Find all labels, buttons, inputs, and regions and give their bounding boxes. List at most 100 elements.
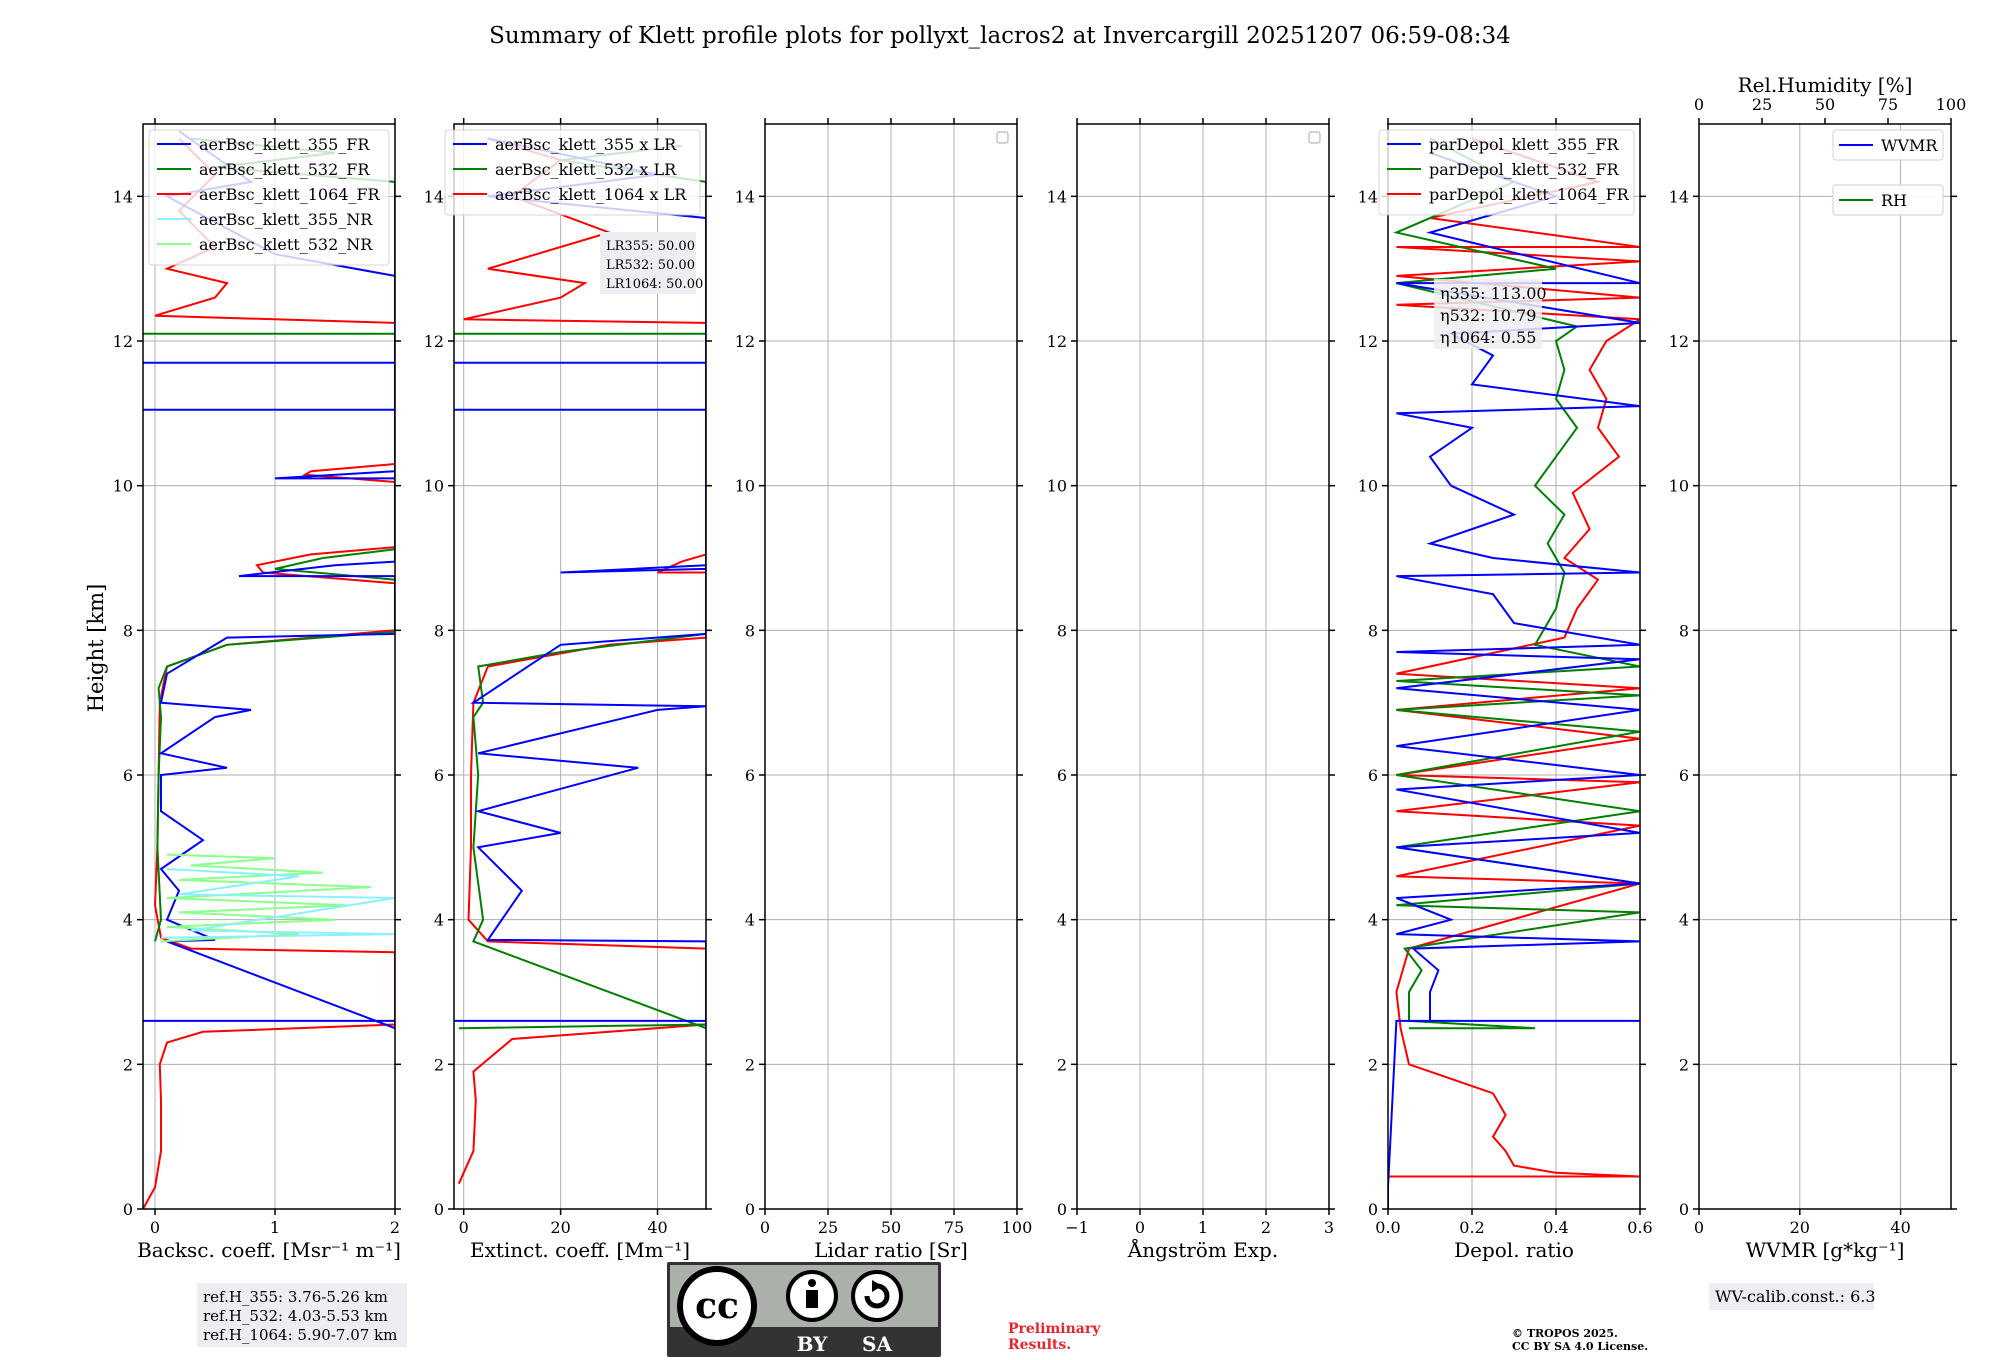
legend-entry-aerBsc_klett_1064_FR: aerBsc_klett_1064_FR	[199, 185, 381, 204]
y-tick-label: 6	[123, 766, 133, 785]
preliminary-line-2: Results.	[1008, 1337, 1071, 1353]
series-line-aerBsc_klett_355_FR	[143, 130, 395, 1030]
x-tick-label: 0	[459, 1218, 469, 1237]
x-tick-label: −1	[1065, 1218, 1089, 1237]
chart-title: Summary of Klett profile plots for polly…	[489, 23, 1511, 49]
y-tick-label: 10	[1669, 477, 1689, 496]
y-tick-label: 10	[1358, 477, 1378, 496]
top-x-tick-label: 100	[1936, 95, 1967, 114]
y-tick-label: 14	[424, 187, 444, 206]
x-tick-label: 100	[1002, 1218, 1033, 1237]
y-tick-label: 2	[123, 1055, 133, 1074]
y-tick-label: 12	[1047, 332, 1067, 351]
y-tick-label: 12	[735, 332, 755, 351]
y-tick-label: 2	[1368, 1055, 1378, 1074]
legend-entry-aerBsc_klett_532_NR: aerBsc_klett_532_NR	[199, 235, 373, 254]
series-line-aerBsc_klett_1064 x LR	[457, 137, 706, 1185]
x-axis-label: Backsc. coeff. [Msr⁻¹ m⁻¹]	[137, 1238, 401, 1262]
y-tick-label: 14	[735, 187, 755, 206]
eta-annotation-box	[1434, 279, 1542, 349]
y-tick-label: 8	[1057, 621, 1067, 640]
x-tick-label: 0	[1135, 1218, 1145, 1237]
wv-calib-const: WV-calib.const.: 6.3	[1715, 1287, 1876, 1306]
ref-height-532: ref.H_532: 4.03-5.53 km	[203, 1307, 388, 1325]
legend-box	[1832, 184, 1944, 216]
y-tick-label: 4	[1057, 911, 1067, 930]
y-tick-label: 14	[1047, 187, 1067, 206]
y-tick-label: 4	[123, 911, 133, 930]
y-tick-label: 10	[735, 477, 755, 496]
y-tick-label: 4	[1679, 911, 1689, 930]
y-tick-label: 0	[1368, 1200, 1378, 1219]
x-tick-label: 20	[550, 1218, 570, 1237]
y-tick-label: 2	[1057, 1055, 1067, 1074]
series-group	[454, 137, 706, 1185]
lr-annotation-box	[600, 232, 696, 294]
y-tick-label: 12	[113, 332, 133, 351]
y-tick-label: 8	[123, 621, 133, 640]
x-axis-label: Ångström Exp.	[1127, 1237, 1278, 1262]
y-tick-label: 0	[745, 1200, 755, 1219]
top-axis-label: Rel.Humidity [%]	[1738, 73, 1913, 97]
x-tick-label: 20	[1790, 1218, 1810, 1237]
legend-entry-aerBsc_klett_532 x LR: aerBsc_klett_532 x LR	[495, 160, 677, 179]
series-group	[143, 130, 395, 1209]
y-tick-label: 14	[1669, 187, 1689, 206]
series-line-parDepol_klett_532_FR	[1393, 137, 1640, 1030]
x-tick-label: 1	[1198, 1218, 1208, 1237]
x-axis-label: Lidar ratio [Sr]	[814, 1238, 968, 1262]
y-tick-label: 4	[434, 911, 444, 930]
empty-legend	[1308, 131, 1321, 144]
y-tick-label: 10	[113, 477, 133, 496]
legend-entry-aerBsc_klett_1064 x LR: aerBsc_klett_1064 x LR	[495, 185, 687, 204]
y-tick-label: 4	[745, 911, 755, 930]
y-tick-label: 2	[1679, 1055, 1689, 1074]
eta-annotation-line: η1064: 0.55	[1440, 328, 1536, 347]
x-axis-label: Extinct. coeff. [Mm⁻¹]	[470, 1238, 690, 1262]
y-tick-label: 12	[424, 332, 444, 351]
preliminary-line-1: Preliminary	[1008, 1321, 1101, 1337]
legend-entry-parDepol_klett_532_FR: parDepol_klett_532_FR	[1429, 160, 1620, 179]
y-tick-label: 2	[434, 1055, 444, 1074]
lr-annotation-line: LR1064: 50.00	[606, 277, 703, 292]
ref-height-355: ref.H_355: 3.76-5.26 km	[203, 1288, 388, 1306]
series-line-aerBsc_klett_532 x LR	[454, 144, 706, 1030]
by-label: BY	[797, 1332, 829, 1356]
legend-entry-parDepol_klett_1064_FR: parDepol_klett_1064_FR	[1429, 185, 1630, 204]
x-tick-label: 40	[647, 1218, 667, 1237]
series-line-aerBsc_klett_532_NR	[160, 853, 372, 943]
legend-entry-aerBsc_klett_532_FR: aerBsc_klett_532_FR	[199, 160, 370, 179]
series-group	[1388, 137, 1640, 1209]
panel-frame	[1387, 123, 1641, 1210]
x-tick-label: 3	[1324, 1218, 1334, 1237]
sa-share-icon	[851, 1270, 903, 1322]
copyright-line-2: CC BY SA 4.0 License.	[1512, 1340, 1648, 1353]
y-tick-label: 0	[1057, 1200, 1067, 1219]
panel-depol: 0 2 4 6 8 10 12 14 0.0 0.2 0.4 0.6 Depol. ratio parDe…	[1358, 118, 1653, 1262]
legend-box	[1832, 129, 1944, 161]
eta-annotation-line: η355: 113.00	[1440, 284, 1547, 303]
eta-annotation-line: η532: 10.79	[1440, 306, 1536, 325]
panel-frame	[142, 123, 396, 1210]
ref-height-box	[197, 1283, 407, 1347]
copyright-line-1: © TROPOS 2025.	[1512, 1327, 1618, 1340]
cc-icon-label: cc	[695, 1285, 739, 1327]
series-line-aerBsc_klett_355 x LR	[454, 137, 706, 1022]
top-x-tick-label: 75	[1878, 95, 1898, 114]
wv-calib-box	[1709, 1283, 1874, 1310]
top-x-tick-label: 50	[1815, 95, 1835, 114]
x-tick-label: 75	[944, 1218, 964, 1237]
top-x-tick-label: 25	[1752, 95, 1772, 114]
series-line-aerBsc_klett_1064_FR	[143, 137, 395, 1209]
series-line-aerBsc_klett_532_FR	[143, 137, 395, 942]
empty-legend	[996, 131, 1009, 144]
y-tick-label: 2	[745, 1055, 755, 1074]
y-tick-label: 12	[1358, 332, 1378, 351]
legend-box	[1378, 129, 1635, 216]
y-tick-label: 8	[434, 621, 444, 640]
